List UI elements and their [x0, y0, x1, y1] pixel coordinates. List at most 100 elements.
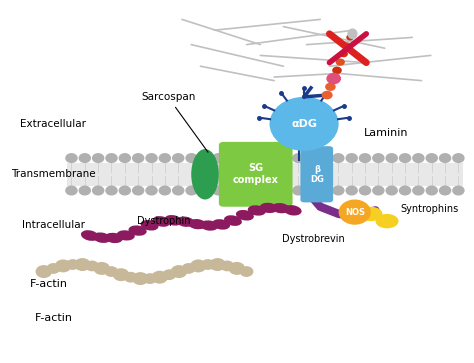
Circle shape — [151, 271, 168, 284]
Circle shape — [200, 186, 210, 195]
Text: F-actin: F-actin — [35, 313, 73, 323]
Text: Dystrophin: Dystrophin — [137, 216, 191, 226]
Circle shape — [270, 97, 338, 151]
Ellipse shape — [248, 205, 266, 216]
Circle shape — [173, 154, 184, 162]
Circle shape — [359, 154, 371, 162]
Circle shape — [359, 186, 371, 195]
Ellipse shape — [176, 217, 194, 227]
Circle shape — [66, 186, 77, 195]
Circle shape — [321, 91, 333, 99]
Circle shape — [386, 186, 397, 195]
Circle shape — [113, 268, 129, 281]
Circle shape — [293, 186, 304, 195]
Circle shape — [201, 259, 215, 270]
Circle shape — [171, 265, 187, 278]
Circle shape — [213, 186, 224, 195]
FancyBboxPatch shape — [301, 146, 333, 203]
Circle shape — [55, 260, 72, 272]
Text: NOS: NOS — [345, 208, 365, 217]
Circle shape — [239, 154, 250, 162]
Circle shape — [92, 186, 104, 195]
Circle shape — [426, 186, 437, 195]
Circle shape — [220, 261, 234, 271]
Circle shape — [119, 154, 130, 162]
Ellipse shape — [164, 215, 182, 225]
Text: Dystrobrevin: Dystrobrevin — [282, 234, 345, 244]
Circle shape — [79, 186, 91, 195]
Ellipse shape — [236, 210, 254, 221]
Circle shape — [400, 154, 410, 162]
Ellipse shape — [272, 203, 290, 213]
Circle shape — [453, 154, 464, 162]
Ellipse shape — [140, 220, 158, 231]
Ellipse shape — [93, 232, 111, 243]
Circle shape — [133, 154, 144, 162]
Circle shape — [439, 154, 451, 162]
Circle shape — [159, 154, 170, 162]
Text: Transmembrane: Transmembrane — [11, 169, 95, 179]
Circle shape — [104, 266, 118, 277]
Circle shape — [74, 258, 91, 271]
Circle shape — [186, 186, 197, 195]
Circle shape — [328, 75, 339, 82]
Circle shape — [79, 154, 91, 162]
Circle shape — [200, 154, 210, 162]
Circle shape — [400, 186, 410, 195]
Ellipse shape — [188, 219, 206, 229]
Ellipse shape — [260, 203, 278, 213]
Circle shape — [338, 200, 371, 225]
Circle shape — [333, 154, 344, 162]
Circle shape — [413, 154, 424, 162]
Circle shape — [346, 34, 354, 40]
Circle shape — [293, 154, 304, 162]
Circle shape — [66, 154, 77, 162]
Circle shape — [209, 258, 226, 271]
Circle shape — [239, 186, 250, 195]
Ellipse shape — [212, 219, 230, 230]
Circle shape — [386, 154, 397, 162]
Circle shape — [228, 262, 245, 275]
Circle shape — [426, 154, 437, 162]
FancyBboxPatch shape — [219, 142, 292, 207]
Circle shape — [173, 186, 184, 195]
Ellipse shape — [347, 28, 357, 39]
Text: Syntrophins: Syntrophins — [401, 204, 459, 213]
Ellipse shape — [200, 220, 218, 231]
Circle shape — [226, 186, 237, 195]
Circle shape — [132, 272, 149, 285]
Circle shape — [106, 154, 117, 162]
Text: F-actin: F-actin — [30, 279, 68, 289]
Text: Intracellular: Intracellular — [21, 220, 84, 230]
Circle shape — [143, 273, 157, 284]
Circle shape — [266, 186, 277, 195]
Text: Sarcospan: Sarcospan — [141, 92, 208, 152]
Circle shape — [159, 186, 170, 195]
Circle shape — [253, 154, 264, 162]
Text: αDG: αDG — [291, 119, 317, 129]
Circle shape — [373, 186, 384, 195]
Ellipse shape — [105, 233, 123, 243]
Ellipse shape — [81, 230, 99, 241]
Circle shape — [306, 154, 317, 162]
Ellipse shape — [191, 149, 219, 200]
Text: β
DG: β DG — [310, 164, 324, 184]
Circle shape — [213, 154, 224, 162]
Ellipse shape — [224, 215, 242, 226]
Circle shape — [339, 50, 348, 57]
Circle shape — [325, 83, 336, 91]
Circle shape — [253, 186, 264, 195]
Circle shape — [266, 154, 277, 162]
Circle shape — [85, 261, 99, 271]
Circle shape — [453, 186, 464, 195]
Circle shape — [106, 186, 117, 195]
Circle shape — [319, 154, 330, 162]
Circle shape — [36, 265, 52, 278]
Text: Extracellular: Extracellular — [20, 119, 86, 129]
Circle shape — [306, 186, 317, 195]
Ellipse shape — [117, 230, 135, 241]
Circle shape — [133, 186, 144, 195]
Circle shape — [146, 154, 157, 162]
Circle shape — [346, 186, 357, 195]
Circle shape — [186, 154, 197, 162]
